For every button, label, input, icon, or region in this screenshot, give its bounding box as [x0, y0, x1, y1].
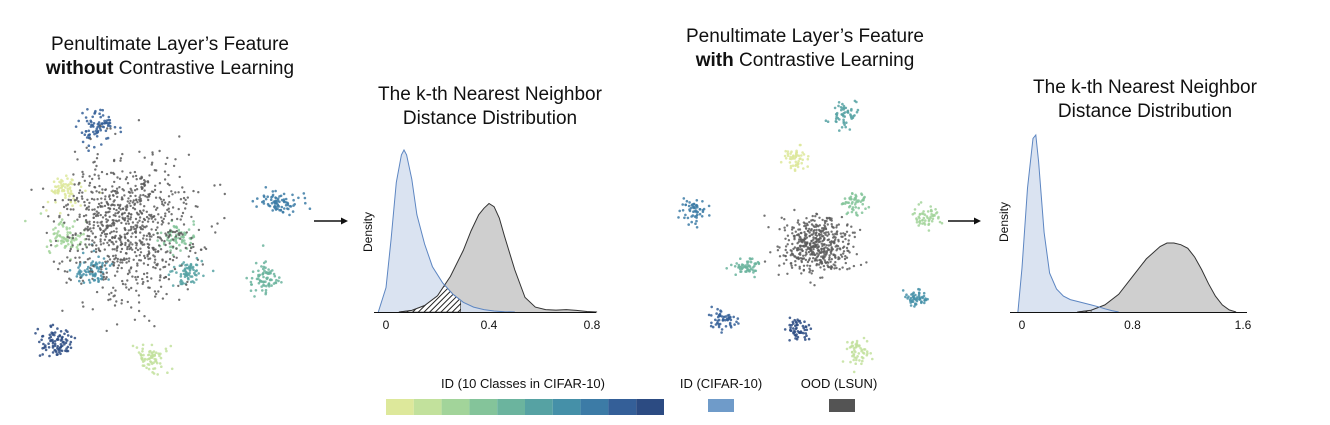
left-distribution-title: The k-th Nearest Neighbor Distance Distr…: [340, 83, 640, 131]
arrow-left: [314, 217, 348, 225]
scatter-left-cluster-class-4: [24, 212, 88, 261]
legend-class-swatch-1: [386, 399, 414, 415]
scatter-right-cluster-class-5: [725, 257, 761, 279]
arrow-right-head: [974, 217, 981, 225]
x-tick-label-0-0: 0: [383, 318, 390, 332]
legend-class-swatch-9: [608, 399, 637, 415]
left-feature-title-line2: without Contrastive Learning: [15, 57, 325, 81]
scatter-with-contrastive: [677, 99, 944, 374]
legend-id-classes-label: ID (10 Classes in CIFAR-10): [441, 376, 605, 391]
arrow-left-head: [341, 217, 348, 225]
left-distribution-title-line2: Distance Distribution: [402, 108, 578, 129]
left-distribution-title-line1: The k-th Nearest Neighbor: [378, 84, 602, 105]
left-feature-title-line1: Penultimate Layer’s Feature: [51, 34, 289, 55]
scatter-left-cluster-class-1: [45, 174, 102, 215]
scatter-left-cluster-class-2: [131, 343, 174, 376]
right-feature-title-line1: Penultimate Layer’s Feature: [686, 26, 924, 47]
right-distribution-title: The k-th Nearest Neighbor Distance Distr…: [985, 76, 1305, 124]
legend-class-swatches: [386, 399, 664, 415]
scatter-right-cluster-class-8: [677, 197, 711, 229]
legend-id-swatch: [708, 399, 734, 412]
y-axis-label-1: Density: [997, 202, 1011, 242]
legend-class-swatch-6: [525, 399, 553, 415]
legend-class-swatch-10: [636, 399, 664, 415]
legend-class-swatch-7: [552, 399, 581, 415]
left-feature-title-bold: without: [45, 58, 114, 79]
density-line-id-1: [1017, 133, 1119, 313]
x-tick-label-1-2: 1.6: [1235, 318, 1252, 332]
left-feature-title: Penultimate Layer’s Feature without Cont…: [15, 33, 325, 81]
scatter-left-ood-cloud: [30, 119, 226, 333]
right-feature-title-line2: with Contrastive Learning: [650, 49, 960, 73]
legend-class-swatch-3: [441, 399, 470, 415]
x-tick-label-0-2: 0.8: [584, 318, 601, 332]
arrow-right: [948, 217, 981, 225]
left-feature-title-rest: Contrastive Learning: [113, 58, 295, 79]
legend-class-swatch-4: [469, 399, 498, 415]
scatter-right-ood-cloud: [763, 208, 868, 287]
scatter-without-contrastive: [24, 108, 312, 376]
density-line-id-0: [377, 148, 515, 313]
density-area-ood-1: [1077, 243, 1237, 312]
legend-ood-swatch: [829, 399, 855, 412]
right-feature-title-rest: Contrastive Learning: [733, 50, 915, 71]
x-tick-label-1-0: 0: [1019, 318, 1026, 332]
scatter-right-cluster-class-9: [707, 305, 740, 334]
legend: ID (10 Classes in CIFAR-10) ID (CIFAR-10…: [386, 376, 877, 415]
right-distribution-title-line2: Distance Distribution: [1057, 101, 1233, 122]
distance-distribution-chart-left: 0 0.4 0.8 Density: [361, 148, 601, 332]
scatter-right-cluster-class-7: [901, 287, 929, 308]
scatter-right-cluster-class-6: [824, 99, 860, 132]
scatter-right-cluster-class-3: [911, 201, 944, 232]
right-distribution-title-line1: The k-th Nearest Neighbor: [1033, 77, 1257, 98]
legend-class-swatch-2: [413, 399, 442, 415]
density-line-ood-1: [1077, 242, 1237, 313]
density-area-id-0: [378, 150, 515, 312]
legend-class-swatch-8: [580, 399, 609, 415]
density-area-ood-0: [398, 203, 598, 312]
x-tick-label-0-1: 0.4: [481, 318, 498, 332]
right-feature-title: Penultimate Layer’s Feature with Contras…: [650, 25, 960, 73]
scatter-right-cluster-class-1: [779, 143, 810, 172]
distance-distribution-chart-right: 0 0.8 1.6 Density: [997, 133, 1252, 332]
scatter-left-cluster-class-9: [74, 108, 123, 152]
scatter-left-cluster-class-10: [34, 323, 77, 358]
scatter-right-cluster-class-2: [841, 336, 874, 374]
density-line-ood-0: [398, 202, 598, 313]
legend-id-label: ID (CIFAR-10): [680, 376, 762, 391]
scatter-left-cluster-class-6: [245, 244, 283, 298]
scatter-left-cluster-class-5: [167, 256, 215, 287]
scatter-right-cluster-class-10: [783, 316, 813, 342]
legend-class-swatch-5: [497, 399, 525, 415]
legend-ood-label: OOD (LSUN): [801, 376, 878, 391]
x-tick-label-1-1: 0.8: [1124, 318, 1141, 332]
scatter-left-cluster-class-3: [156, 219, 196, 257]
density-area-id-1: [1017, 135, 1119, 312]
scatter-right-cluster-class-4: [840, 192, 871, 217]
scatter-left-cluster-class-8: [251, 186, 312, 217]
right-feature-title-bold: with: [695, 50, 734, 71]
y-axis-label-0: Density: [361, 212, 375, 252]
